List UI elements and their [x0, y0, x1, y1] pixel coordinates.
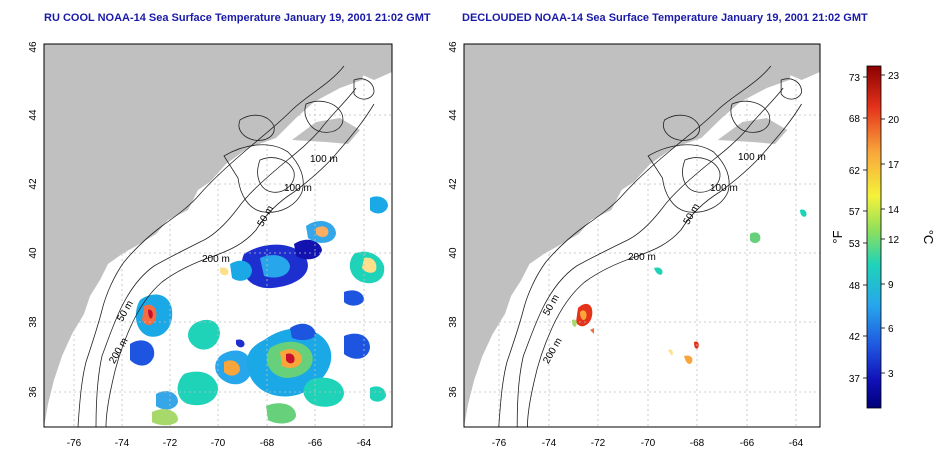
- x-tick-label: -68: [690, 438, 705, 449]
- y-tick-label: 42: [28, 178, 39, 190]
- f-tick-label: 73: [849, 73, 861, 84]
- y-axis: 36 38 40 42 44 46: [448, 41, 459, 398]
- c-tick-label: 3: [888, 369, 894, 380]
- x-tick-label: -74: [115, 438, 130, 449]
- contour-label: 200 m: [202, 254, 230, 265]
- c-tick-label: 14: [888, 205, 900, 216]
- f-tick-label: 62: [849, 166, 861, 177]
- c-tick-label: 17: [888, 160, 900, 171]
- f-tick-label: 57: [849, 207, 861, 218]
- x-tick-label: -68: [260, 438, 275, 449]
- x-axis: -76 -74 -72 -70 -68 -66 -64: [67, 438, 372, 449]
- y-tick-label: 40: [448, 247, 459, 259]
- x-tick-label: -72: [163, 438, 178, 449]
- fahrenheit-label: °F: [830, 230, 845, 243]
- colorbar-gradient: [866, 65, 882, 409]
- contour-label: 100 m: [310, 154, 338, 165]
- y-tick-label: 44: [448, 109, 459, 121]
- f-tick-label: 37: [849, 374, 861, 385]
- contour-label: 200 m: [628, 252, 656, 263]
- c-tick-label: 12: [888, 235, 900, 246]
- f-tick-label: 53: [849, 239, 861, 250]
- c-tick-label: 20: [888, 115, 900, 126]
- x-tick-label: -64: [789, 438, 804, 449]
- y-tick-label: 46: [28, 41, 39, 53]
- left-map-title: RU COOL NOAA-14 Sea Surface Temperature …: [44, 12, 431, 24]
- left-map-frame: [43, 43, 393, 428]
- x-tick-label: -64: [357, 438, 372, 449]
- right-map-title: DECLOUDED NOAA-14 Sea Surface Temperatur…: [462, 12, 868, 24]
- x-tick-label: -70: [211, 438, 226, 449]
- celsius-label: °C: [921, 230, 936, 245]
- contour-label: 100 m: [710, 183, 738, 194]
- x-tick-label: -70: [641, 438, 656, 449]
- x-tick-label: -76: [492, 438, 507, 449]
- c-tick-label: 9: [888, 280, 894, 291]
- y-tick-label: 44: [28, 109, 39, 121]
- c-tick-label: 23: [888, 71, 900, 82]
- right-map-frame: [463, 43, 821, 428]
- y-tick-label: 38: [448, 316, 459, 328]
- y-tick-label: 40: [28, 247, 39, 259]
- right-map: 100 m 100 m 50 m 200 m 50 m 200 m -76 -7…: [448, 41, 821, 449]
- f-tick-label: 68: [849, 114, 861, 125]
- y-tick-label: 46: [448, 41, 459, 53]
- x-tick-label: -76: [67, 438, 82, 449]
- y-tick-label: 42: [448, 178, 459, 190]
- y-tick-label: 38: [28, 316, 39, 328]
- x-tick-label: -66: [740, 438, 755, 449]
- y-axis: 36 38 40 42 44 46: [28, 41, 39, 398]
- y-tick-label: 36: [448, 386, 459, 398]
- x-tick-label: -72: [591, 438, 606, 449]
- colorbar: 73 68 62 57 53 48 42 37 23 20 17 14 12 9…: [830, 65, 936, 409]
- c-tick-label: 6: [888, 324, 894, 335]
- f-tick-label: 42: [849, 332, 861, 343]
- contour-label: 100 m: [284, 183, 312, 194]
- f-tick-label: 48: [849, 281, 861, 292]
- y-tick-label: 36: [28, 386, 39, 398]
- x-axis: -76 -74 -72 -70 -68 -66 -64: [492, 438, 804, 449]
- gridlines: [464, 44, 820, 427]
- x-tick-label: -66: [308, 438, 323, 449]
- contour-label: 100 m: [738, 152, 766, 163]
- left-map: 100 m 100 m 50 m 200 m 50 m 200 m -76 -7…: [28, 41, 393, 449]
- sst-overlay: [572, 209, 807, 364]
- gridlines: [44, 44, 392, 427]
- x-tick-label: -74: [542, 438, 557, 449]
